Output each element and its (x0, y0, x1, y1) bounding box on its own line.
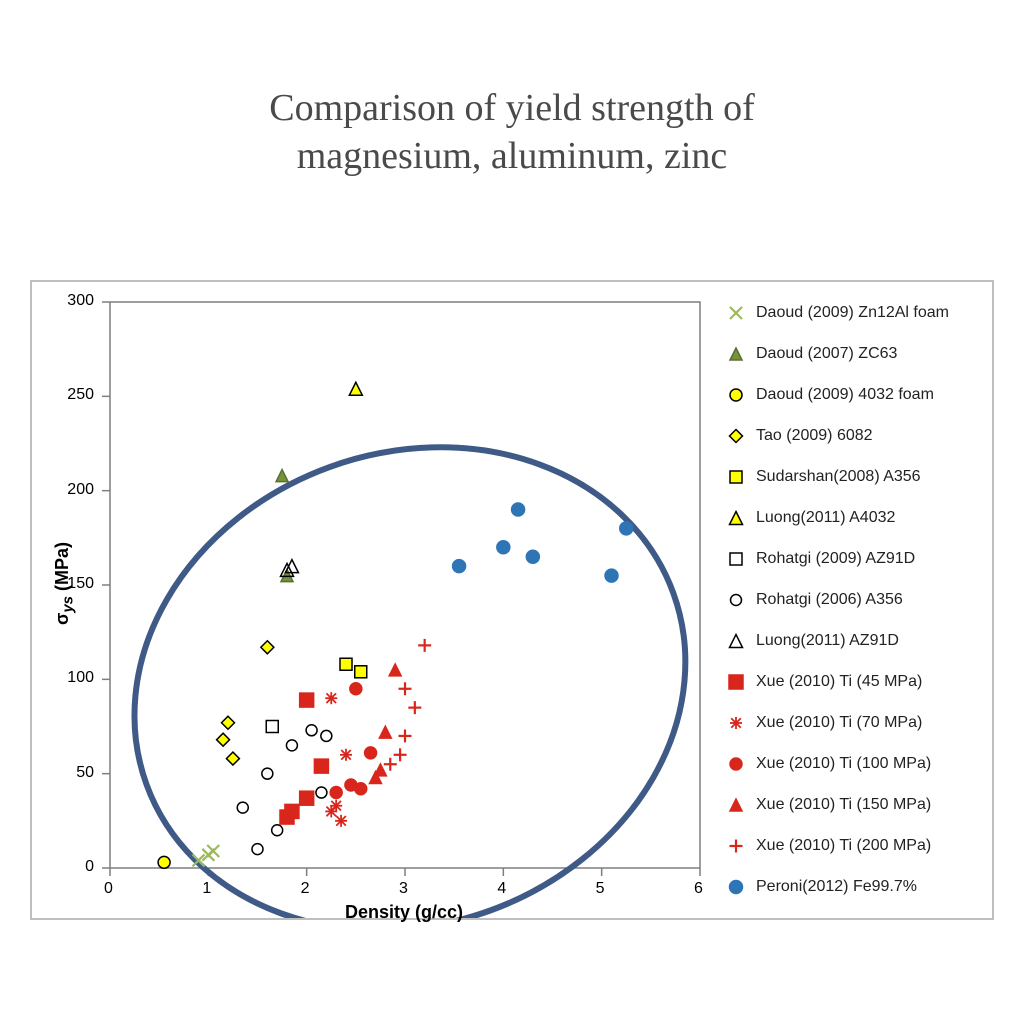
y-tick: 250 (67, 386, 94, 404)
x-tick: 5 (596, 880, 605, 898)
legend-label: Luong(2011) A4032 (756, 509, 984, 527)
series-12 (370, 664, 402, 784)
y-tick: 0 (85, 858, 94, 876)
legend-marker-icon (724, 834, 748, 858)
y-tick: 50 (76, 764, 94, 782)
page: Comparison of yield strength of magnesiu… (0, 0, 1024, 1024)
series-0 (193, 845, 220, 866)
x-tick: 3 (399, 880, 408, 898)
y-tick: 200 (67, 481, 94, 499)
legend-marker-icon (724, 424, 748, 448)
series-11 (330, 683, 376, 799)
legend-marker-icon (724, 793, 748, 817)
legend-marker-icon (724, 547, 748, 571)
x-tick: 1 (202, 880, 211, 898)
legend-marker-icon (724, 465, 748, 489)
legend-marker-icon (724, 670, 748, 694)
legend-marker-icon (724, 506, 748, 530)
legend: Daoud (2009) Zn12Al foam Daoud (2007) ZC6… (724, 292, 984, 907)
legend-item: Rohatgi (2006) A356 (724, 579, 984, 620)
legend-label: Xue (2010) Ti (70 MPa) (756, 714, 984, 732)
chart-frame: σys (MPa) Density (g/cc) 0123456 0501001… (30, 280, 994, 920)
legend-label: Peroni(2012) Fe99.7% (756, 878, 984, 896)
legend-item: Luong(2011) A4032 (724, 497, 984, 538)
series-7 (237, 725, 332, 855)
x-axis-label: Density (g/cc) (345, 902, 463, 923)
legend-label: Sudarshan(2008) A356 (756, 468, 984, 486)
legend-label: Rohatgi (2009) AZ91D (756, 550, 984, 568)
series-14 (453, 503, 633, 582)
legend-label: Daoud (2007) ZC63 (756, 345, 984, 363)
legend-item: Daoud (2009) 4032 foam (724, 374, 984, 415)
legend-item: Xue (2010) Ti (100 MPa) (724, 743, 984, 784)
legend-item: Peroni(2012) Fe99.7% (724, 866, 984, 907)
legend-label: Tao (2009) 6082 (756, 427, 984, 445)
series-5 (349, 382, 362, 395)
legend-item: Sudarshan(2008) A356 (724, 456, 984, 497)
legend-label: Luong(2011) AZ91D (756, 632, 984, 650)
legend-marker-icon (724, 752, 748, 776)
legend-label: Xue (2010) Ti (100 MPa) (756, 755, 984, 773)
chart-title: Comparison of yield strength of magnesiu… (0, 0, 1024, 180)
scatter-plot (32, 282, 732, 918)
legend-item: Tao (2009) 6082 (724, 415, 984, 456)
legend-item: Daoud (2009) Zn12Al foam (724, 292, 984, 333)
legend-marker-icon (724, 301, 748, 325)
series-9 (280, 693, 328, 824)
legend-marker-icon (724, 383, 748, 407)
y-tick: 300 (67, 292, 94, 310)
legend-item: Xue (2010) Ti (70 MPa) (724, 702, 984, 743)
series-4 (340, 658, 367, 678)
title-line-1: Comparison of yield strength of (269, 87, 754, 129)
series-10 (325, 692, 352, 827)
legend-marker-icon (724, 711, 748, 735)
legend-marker-icon (724, 875, 748, 899)
legend-label: Xue (2010) Ti (150 MPa) (756, 796, 984, 814)
legend-label: Xue (2010) Ti (45 MPa) (756, 673, 984, 691)
x-tick: 6 (694, 880, 703, 898)
legend-item: Daoud (2007) ZC63 (724, 333, 984, 374)
legend-item: Luong(2011) AZ91D (724, 620, 984, 661)
legend-label: Rohatgi (2006) A356 (756, 591, 984, 609)
legend-item: Xue (2010) Ti (200 MPa) (724, 825, 984, 866)
legend-label: Daoud (2009) Zn12Al foam (756, 304, 984, 322)
series-3 (217, 641, 274, 765)
x-tick: 2 (301, 880, 310, 898)
legend-marker-icon (724, 342, 748, 366)
legend-marker-icon (724, 629, 748, 653)
series-13 (384, 639, 431, 771)
legend-marker-icon (724, 588, 748, 612)
y-tick: 150 (67, 575, 94, 593)
legend-item: Xue (2010) Ti (150 MPa) (724, 784, 984, 825)
x-tick: 0 (104, 880, 113, 898)
series-6 (266, 721, 278, 733)
legend-label: Xue (2010) Ti (200 MPa) (756, 837, 984, 855)
title-line-2: magnesium, aluminum, zinc (297, 135, 728, 177)
legend-item: Xue (2010) Ti (45 MPa) (724, 661, 984, 702)
legend-label: Daoud (2009) 4032 foam (756, 386, 984, 404)
series-2 (158, 856, 170, 868)
y-tick: 100 (67, 669, 94, 687)
legend-item: Rohatgi (2009) AZ91D (724, 538, 984, 579)
x-tick: 4 (497, 880, 506, 898)
